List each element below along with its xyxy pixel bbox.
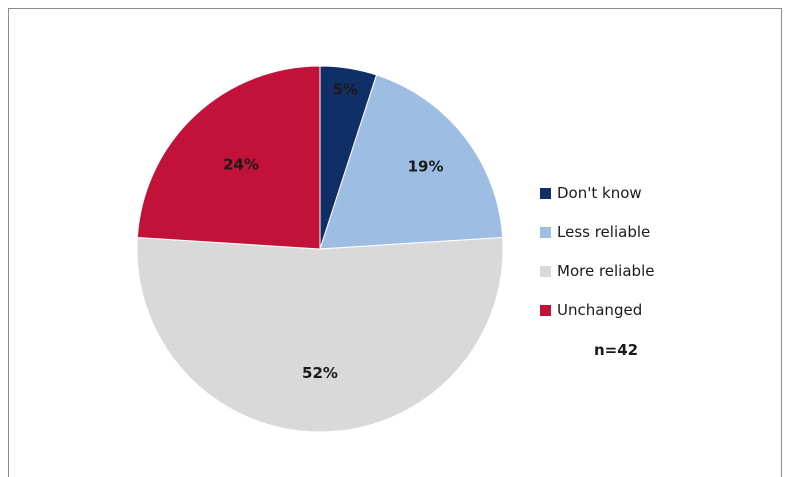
pie-slice-more-reliable <box>136 236 504 433</box>
legend-item-more-reliable: More reliable <box>540 261 654 300</box>
legend-label: More reliable <box>557 262 655 280</box>
pie-slice-less-reliable <box>319 74 504 250</box>
legend-swatch <box>540 227 551 238</box>
legend-label: Less reliable <box>557 223 651 241</box>
legend-item-less-reliable: Less reliable <box>540 222 654 261</box>
pie-slice-unchanged <box>136 65 321 250</box>
pie-slice-value-label: 24% <box>223 155 259 173</box>
pie-slice-value-label: 19% <box>408 158 444 176</box>
pie-slice-value-label: 52% <box>302 364 338 382</box>
legend-swatch <box>540 266 551 277</box>
legend-swatch <box>540 188 551 199</box>
legend-item-dont-know: Don't know <box>540 183 654 222</box>
legend-label: Don't know <box>557 184 642 202</box>
legend-label: Unchanged <box>557 301 643 319</box>
pie-slice-labels: 5% 19% 52% 24% <box>223 80 443 381</box>
pie-slice-value-label: 5% <box>332 80 357 98</box>
legend-swatch <box>540 305 551 316</box>
sample-size-note: n=42 <box>594 341 639 359</box>
pie-slices <box>136 65 504 433</box>
legend-item-unchanged: Unchanged <box>540 300 654 339</box>
chart-legend: Don't know Less reliable More reliable U… <box>540 183 654 339</box>
